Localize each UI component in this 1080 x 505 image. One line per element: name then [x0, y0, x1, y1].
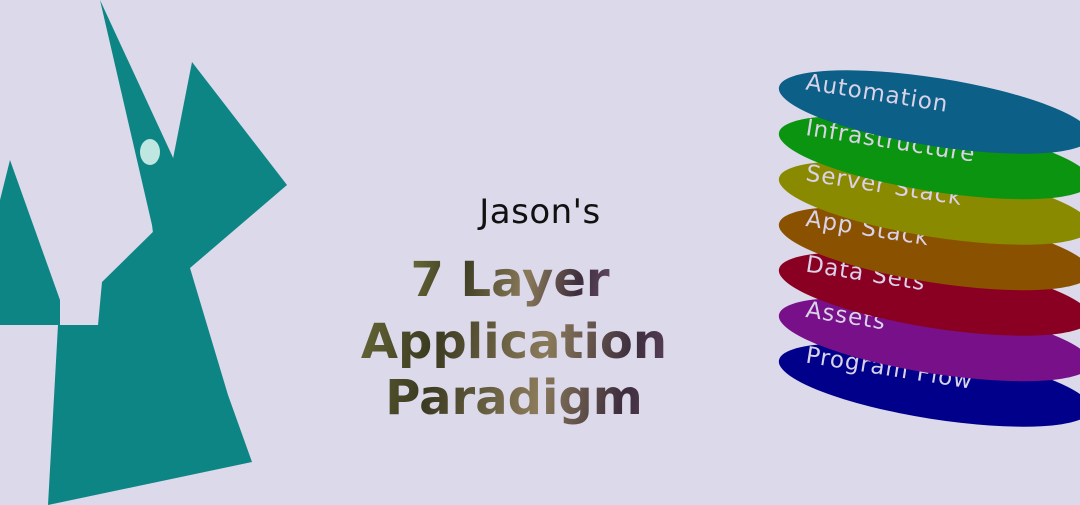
layer-disc — [778, 206, 1080, 291]
layer-disc — [778, 297, 1080, 382]
layer-automation: Automation — [778, 70, 1080, 154]
layer-disc — [778, 343, 1080, 427]
title-line-1: 7 Layer — [340, 252, 680, 308]
subtitle: Jason's — [479, 192, 601, 232]
logo-eye — [140, 139, 160, 165]
abstract-teal-logo — [0, 0, 287, 505]
logo-left-triangle — [0, 160, 60, 325]
layer-disc — [778, 115, 1080, 200]
layer-disc — [778, 252, 1080, 336]
logo-body — [48, 62, 287, 505]
title-line-2: Application Paradigm — [236, 314, 792, 426]
layer-disc — [778, 161, 1080, 245]
layer-disc — [778, 70, 1080, 154]
logo-tall-spike — [100, 0, 188, 256]
